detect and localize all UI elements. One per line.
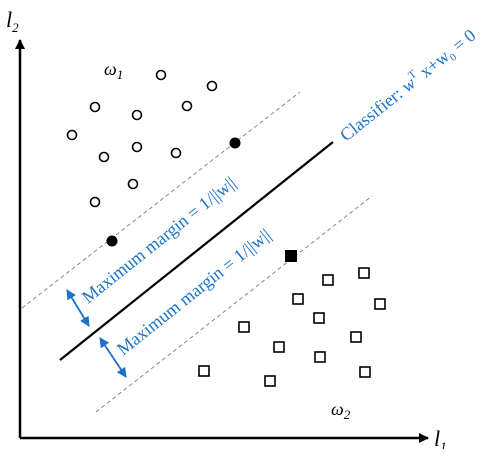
omega1-point	[206, 80, 218, 92]
omega1-point	[181, 100, 193, 112]
omega2-point	[264, 375, 276, 387]
omega2-point	[198, 365, 210, 377]
upper-margin-line	[21, 91, 301, 309]
omega2-point	[374, 298, 386, 310]
class-label-omega1: ω1	[104, 59, 123, 82]
classifier-label: Classifier: wT x+w0 = 0	[335, 24, 481, 147]
upper-margin-arrow	[66, 289, 90, 327]
omega2-point	[350, 331, 362, 343]
omega2-support-vector	[285, 250, 297, 262]
omega2-point	[273, 341, 285, 353]
omega1-point	[131, 109, 143, 121]
omega1-support-vector	[229, 137, 241, 149]
omega2-point	[313, 312, 325, 324]
omega2-point	[292, 293, 304, 305]
y-axis-label: l2	[6, 7, 19, 35]
omega2-point	[314, 351, 326, 363]
omega2-point	[238, 321, 250, 333]
omega2-point	[358, 267, 370, 279]
omega1-point	[127, 178, 139, 190]
omega1-point	[66, 129, 78, 141]
omega1-point	[170, 147, 182, 159]
lower-margin-arrow	[99, 337, 127, 378]
omega1-point	[89, 101, 101, 113]
omega2-point	[359, 366, 371, 378]
omega1-point	[131, 141, 143, 153]
omega1-point	[155, 69, 167, 81]
classifier-line	[59, 141, 334, 361]
lower-margin-line	[95, 195, 373, 413]
x-axis-label: l1	[434, 426, 447, 449]
class-omega2-points	[198, 267, 386, 387]
omega1-point	[89, 196, 101, 208]
class-omega1-points	[66, 69, 218, 208]
class-label-omega2: ω2	[331, 399, 351, 422]
omega1-point	[98, 151, 110, 163]
omega1-support-vector	[106, 235, 118, 247]
omega2-point	[322, 274, 334, 286]
